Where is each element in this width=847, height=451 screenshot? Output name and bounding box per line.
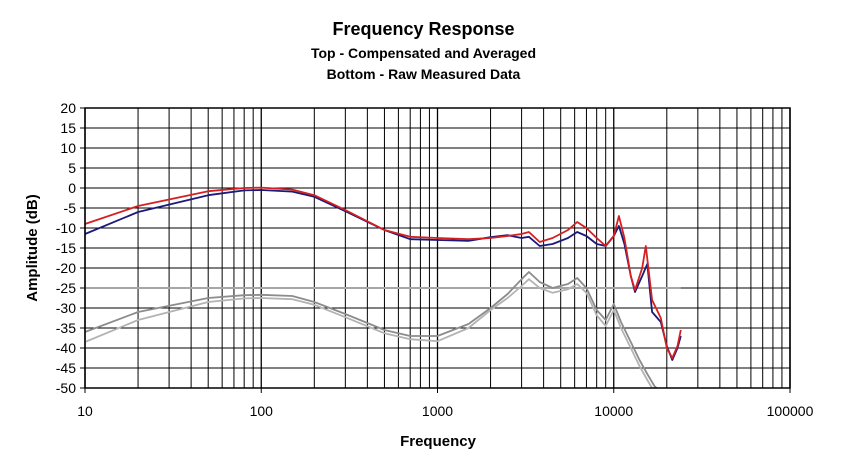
y-tick-label: 5 <box>68 160 76 176</box>
compensated-series-red <box>85 186 682 359</box>
chart-subtitle-bottom: Bottom - Raw Measured Data <box>326 66 521 82</box>
y-tick-label: -20 <box>56 260 76 276</box>
grid <box>84 107 791 389</box>
y-tick-label: 15 <box>60 120 76 136</box>
x-tick-label: 1000 <box>422 403 453 419</box>
y-tick-label: 20 <box>60 100 76 116</box>
chart-title: Frequency Response <box>332 19 515 39</box>
y-tick-label: -45 <box>56 360 76 376</box>
x-tick-label: 10 <box>77 403 93 419</box>
x-tick-label: 100 <box>250 403 274 419</box>
y-tick-label: 10 <box>60 140 76 156</box>
series-layer <box>85 186 682 388</box>
raw-series-light-gray <box>85 278 654 388</box>
x-tick-label: 10000 <box>594 403 633 419</box>
y-axis-label: Amplitude (dB) <box>24 194 41 301</box>
y-tick-label: -50 <box>56 380 76 396</box>
y-tick-label: -10 <box>56 220 76 236</box>
x-tick-label: 100000 <box>767 403 814 419</box>
y-tick-label: -25 <box>56 280 76 296</box>
y-tick-label: -35 <box>56 320 76 336</box>
compensated-series-navy <box>85 189 682 361</box>
y-tick-label: -5 <box>64 200 77 216</box>
y-tick-label: -30 <box>56 300 76 316</box>
y-tick-label: 0 <box>68 180 76 196</box>
x-axis-label: Frequency <box>400 433 477 450</box>
y-tick-label: -15 <box>56 240 76 256</box>
chart-subtitle-top: Top - Compensated and Averaged <box>310 45 537 61</box>
raw-series-dark-gray <box>85 271 658 388</box>
y-tick-label: -40 <box>56 340 76 356</box>
